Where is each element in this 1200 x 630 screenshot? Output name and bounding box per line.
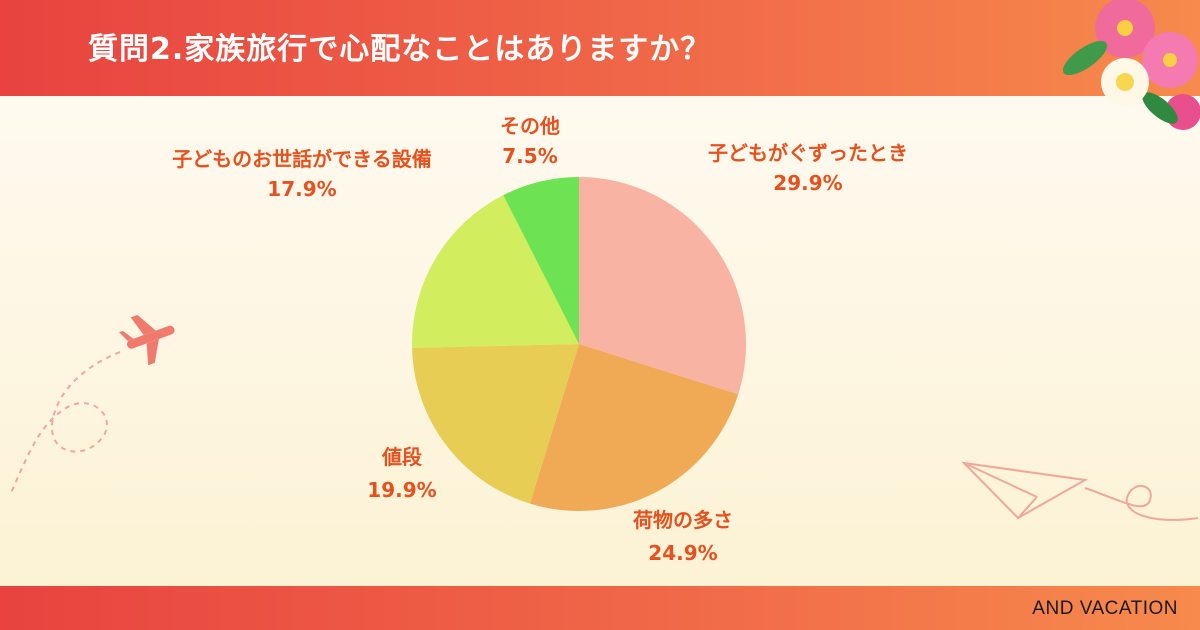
slice-label-price: 値段: [381, 445, 422, 469]
slice-label-other: その他: [500, 114, 560, 138]
brand-name: AND VACATION: [1032, 598, 1178, 619]
pie-slice-childcare-facility: [412, 195, 579, 348]
paper-plane-icon: [961, 461, 1089, 520]
pie-slice-child-fussing: [579, 177, 746, 395]
footer-bar: [0, 586, 1200, 630]
page-title: 質問2.家族旅行で心配なことはありますか？: [88, 32, 712, 67]
airplane-icon: [119, 314, 175, 366]
pie-slice-luggage: [529, 344, 739, 511]
slice-value-other: 7.5%: [502, 144, 557, 168]
slice-value-childcare-facility: 17.9%: [267, 177, 336, 201]
paper-plane-trail: [1084, 485, 1199, 521]
plumeria-flower-icon: [1101, 58, 1149, 106]
slice-value-child-fussing: 29.9%: [773, 171, 842, 195]
slice-label-childcare-facility: 子どものお世話ができる設備: [172, 147, 432, 171]
slice-label-luggage: 荷物の多さ: [633, 508, 733, 532]
pie-slice-other: [503, 177, 579, 344]
flight-path-trail: [9, 351, 121, 496]
slice-value-luggage: 24.9%: [648, 541, 717, 565]
pie-labels: 子どもがぐずったとき 29.9% 荷物の多さ 24.9% 値段 19.9% 子どものお世話が…: [172, 114, 908, 565]
pie-slice-price: [412, 344, 579, 504]
header-bar: [0, 0, 1200, 96]
leaf-icon: [1062, 40, 1178, 124]
slice-label-child-fussing: 子どもがぐずったとき: [708, 141, 908, 165]
pie-slices: [412, 177, 746, 511]
slice-value-price: 19.9%: [367, 478, 436, 502]
